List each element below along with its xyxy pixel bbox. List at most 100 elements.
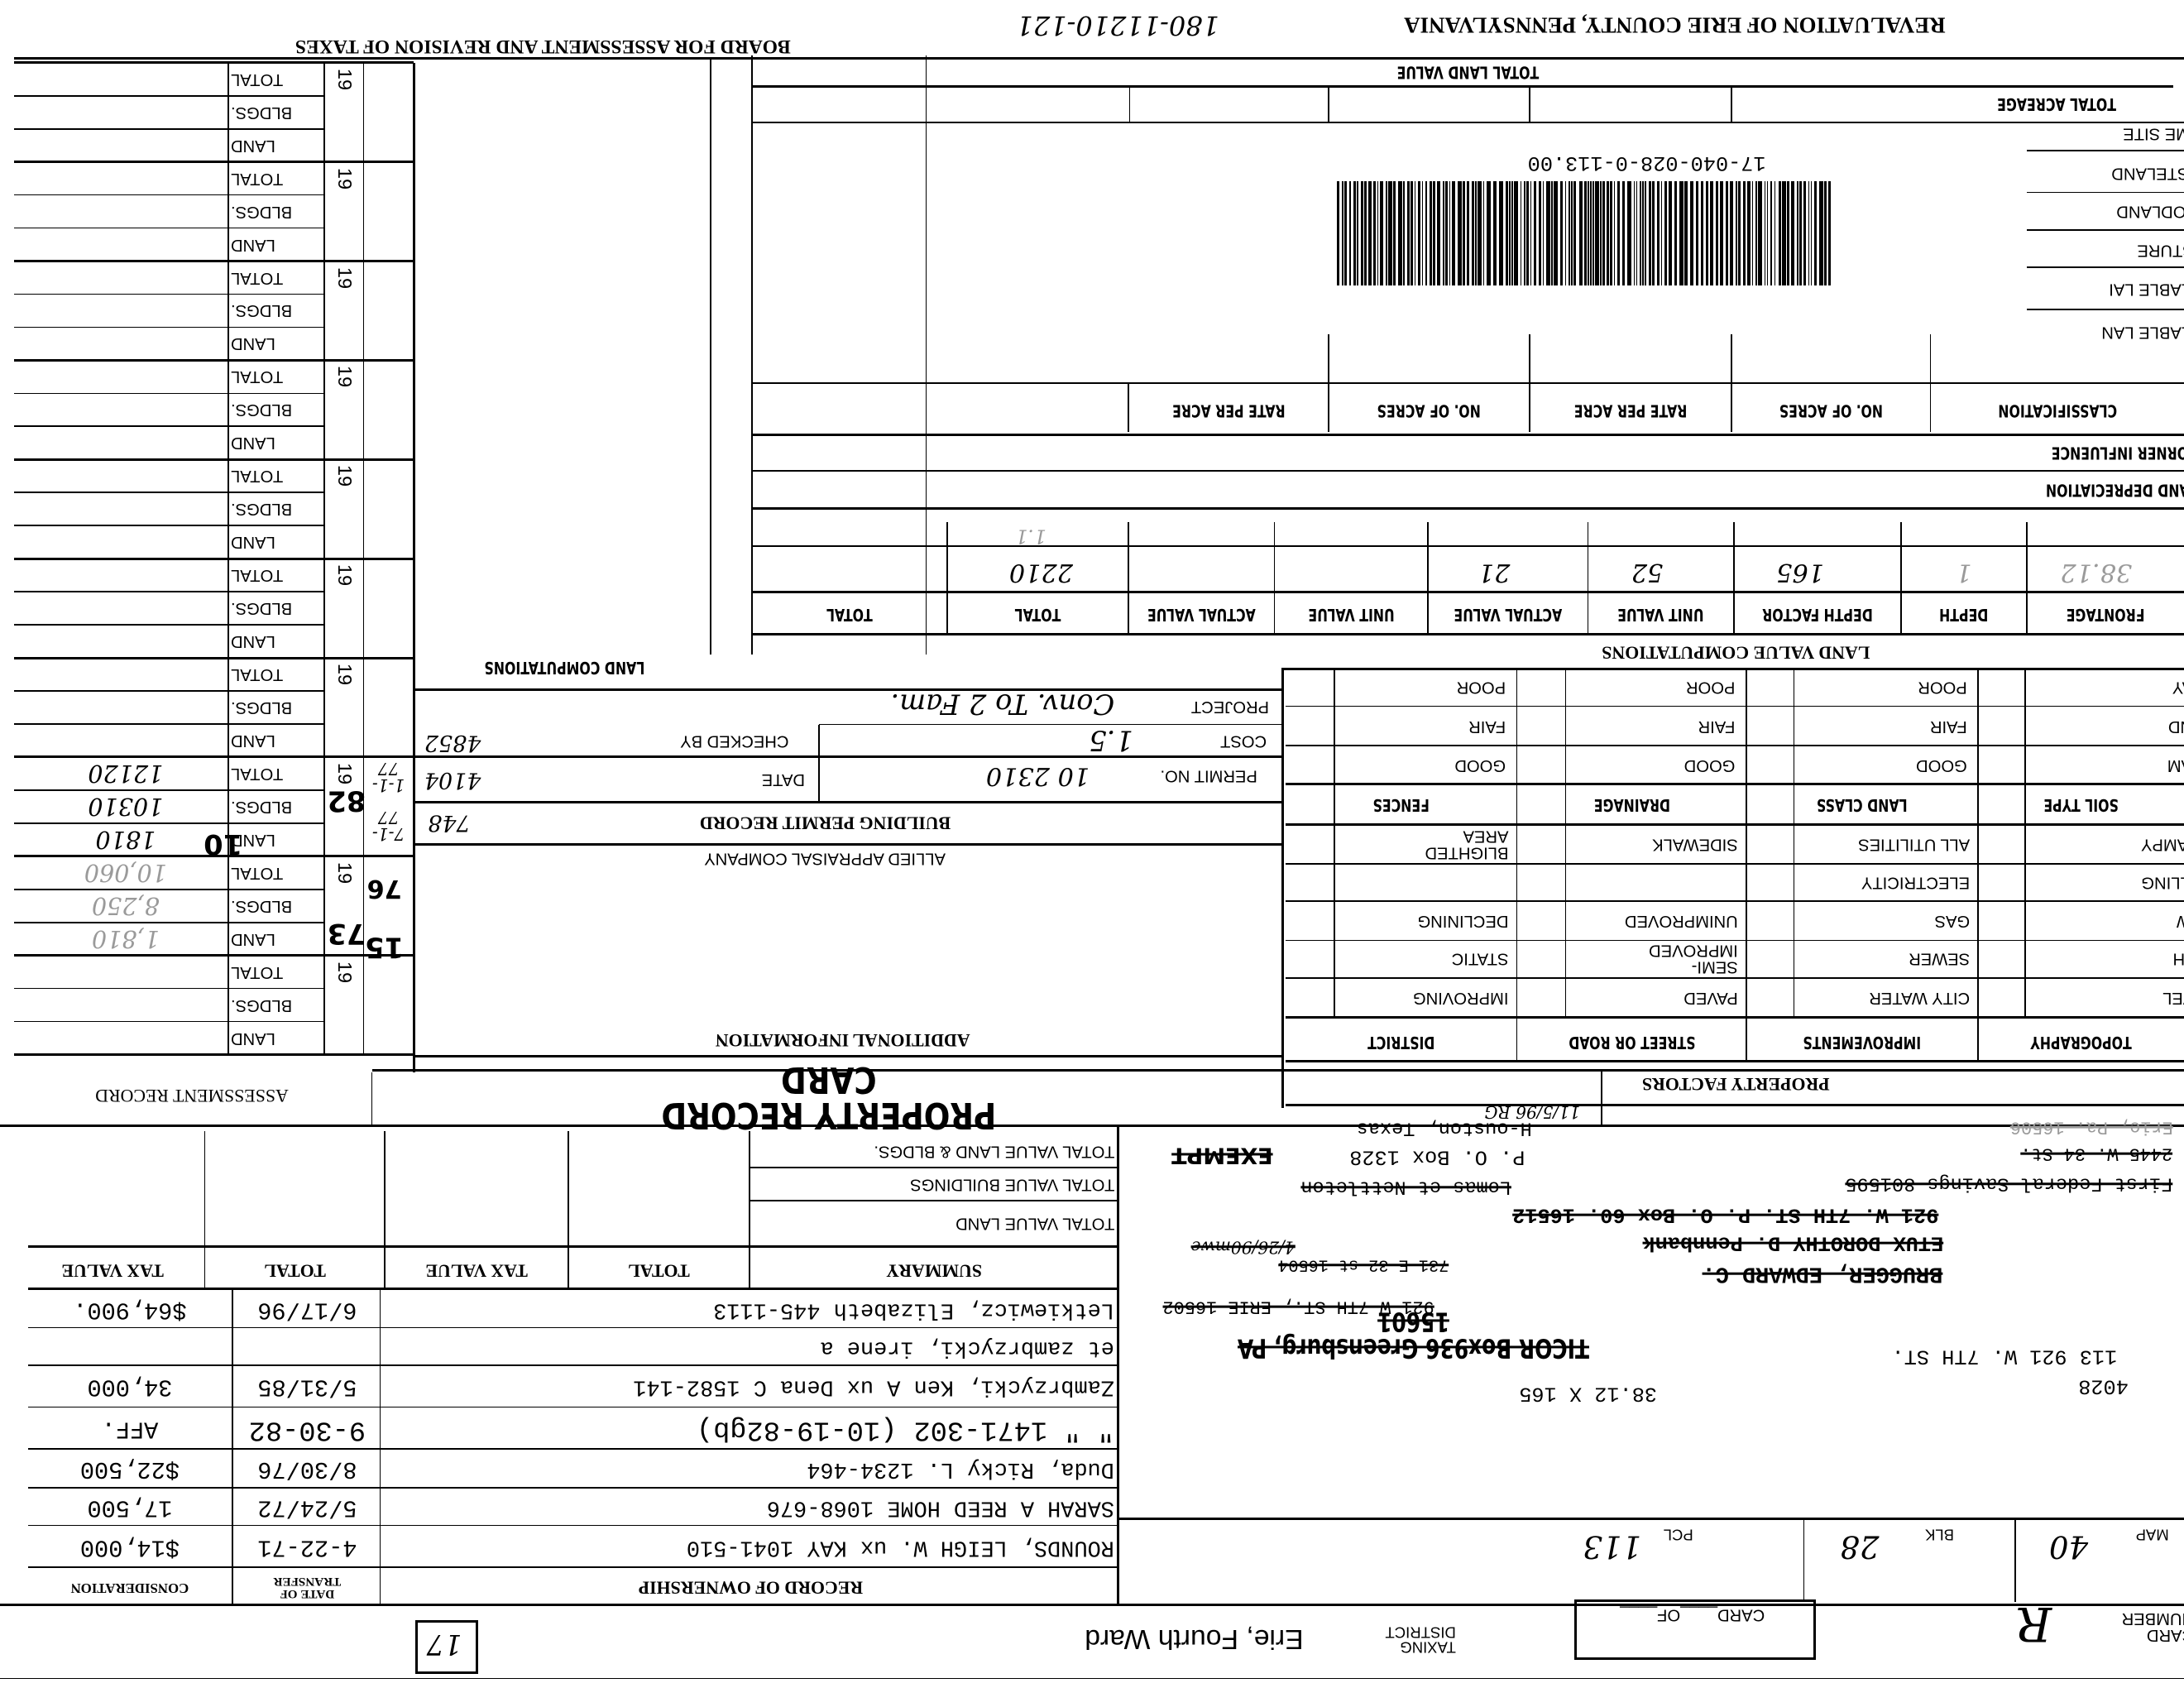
barcode-bar: [1449, 180, 1451, 286]
rule-line: [1587, 522, 1589, 635]
barcode-bar: [1627, 180, 1631, 286]
property-factor-header: DRAINAGE: [1542, 787, 1722, 823]
handwritten-parcel: 180-11210-121: [947, 4, 1289, 46]
rule-line: [1328, 86, 1330, 123]
rule-line: [323, 62, 326, 1055]
rule-line: [13, 458, 414, 461]
county-title-text: REVALUATION OF ERIE COUNTY, PENNSYLVANIA: [1404, 12, 1946, 38]
assessment-year-text: 19: [333, 68, 356, 90]
barcode-bar: [1633, 180, 1636, 286]
barcode-bar: [1554, 180, 1558, 286]
barcode-bar: [1706, 180, 1709, 286]
rating-option-text: GOOD: [1684, 755, 1736, 774]
barcode-bar: [1701, 180, 1704, 286]
assessment-label-total-text: TOTAL: [231, 169, 284, 188]
assessment-label-total: TOTAL: [231, 360, 323, 393]
total-acreage-label-text: TOTAL ACREAGE: [1997, 94, 2116, 115]
ownership-consideration-text: $64,900.: [72, 1296, 187, 1324]
summary-header-text: TOTAL: [628, 1260, 690, 1281]
ownership-date: 9-30-82: [234, 1407, 381, 1450]
assessment-label-total: TOTAL: [231, 559, 323, 592]
barcode-number-text: 17-040-028-0-113.00: [1527, 151, 1766, 175]
land-use-label-text: WASTELAND: [2111, 164, 2184, 183]
rule-line: [1127, 383, 1129, 432]
margin-note-text: 7-1-77: [372, 807, 405, 844]
rule-line: [1286, 939, 2184, 942]
assessment-value-bldgs: [28, 96, 223, 129]
actual-value-text: 21: [1478, 557, 1511, 587]
actual-value: 21: [1442, 552, 1546, 591]
owner-info-line-text: 921 W. 7TH ST. P. O. Box 60. 16512: [1512, 1202, 1939, 1227]
rule-line: [13, 326, 325, 328]
district-option-text: STATIC: [1451, 950, 1509, 969]
pcl-value: 113: [1567, 1526, 1657, 1568]
permit-no-value-text: 10 2310: [985, 760, 1090, 790]
ownership-consideration-text: 17,500: [87, 1494, 173, 1522]
rule-line: [1286, 1103, 2184, 1106]
barcode-bar: [1443, 180, 1444, 286]
summary-label: TOTAL VALUE LAND: [759, 1201, 1114, 1247]
rating-option: FAIR: [1565, 707, 1736, 746]
rule-line: [749, 1200, 1118, 1202]
assessment-value-land: [28, 228, 223, 261]
improvement-option: CITY WATER: [1794, 978, 1970, 1017]
date-value: 4104: [418, 762, 487, 797]
rating-option-text: POOR: [1917, 678, 1967, 697]
barcode-bar: [1679, 180, 1684, 286]
total-acreage-label: TOTAL ACREAGE: [1957, 86, 2156, 122]
assessment-value-bldgs-text: 10310: [88, 793, 164, 822]
total-value-text: 2210: [1008, 557, 1074, 587]
barcode-bar: [1660, 180, 1663, 286]
blk-value: 28: [1811, 1526, 1909, 1568]
street-option: [1565, 864, 1738, 901]
barcode-bar: [1367, 180, 1372, 286]
improvement-option: GAS: [1794, 901, 1970, 940]
rule-line: [204, 1131, 206, 1289]
rule-line: [1286, 823, 2184, 827]
card-of-box: [1573, 1599, 1816, 1661]
building-permit-note-text: 748: [428, 809, 471, 836]
property-factor-header: LAND CLASS: [1772, 787, 1952, 823]
assessment-label-total-text: TOTAL: [231, 268, 284, 287]
rating-option: GOOD: [1565, 746, 1736, 784]
rating-option: POOR: [1565, 669, 1735, 706]
ownership-consideration: 34,000: [28, 1365, 232, 1407]
rule-line: [2025, 522, 2028, 635]
rating-option: GOOD: [1794, 746, 1967, 784]
ownership-name: ROUNDS, LEIGH W. ux KAY 1041-510: [387, 1526, 1114, 1568]
barcode-bar: [1539, 180, 1542, 286]
barcode-bar: [1636, 180, 1638, 286]
assessment-year-text: 19: [333, 167, 356, 189]
rule-line: [709, 58, 711, 655]
summary-label-text: TOTAL VALUE BUILDINGS: [909, 1175, 1114, 1194]
county-title: REVALUATION OF ERIE COUNTY, PENNSYLVANIA: [1302, 8, 2048, 41]
ownership-name-text: ROUNDS, LEIGH W. ux KAY 1041-510: [686, 1534, 1114, 1560]
barcode-bar: [1364, 180, 1367, 286]
rule-line: [752, 381, 2184, 385]
rule-line: [2026, 308, 2184, 310]
barcode-bar: [1814, 180, 1818, 286]
corner-influence-label: CORNER INFLUENCE: [1980, 436, 2184, 469]
year-stamp-text: 82: [327, 784, 366, 818]
rule-line: [1281, 669, 1285, 1108]
assessment-value-total: [28, 658, 223, 691]
barcode-bar: [1803, 180, 1806, 286]
property-factors-title: PROPERTY FACTORS: [1288, 1064, 2184, 1103]
barcode-bar: [1534, 180, 1537, 286]
assessment-value-total: [28, 162, 223, 195]
rule-line: [13, 954, 414, 957]
barcode-bar: [1511, 180, 1513, 286]
map-label-text: MAP: [2135, 1526, 2169, 1544]
assessment-record-title-text: ASSESSMENT RECORD: [94, 1086, 289, 1106]
rule-line: [752, 632, 2184, 635]
lot-size: 38.12 X 165: [1477, 1379, 1699, 1407]
assessment-value-total: [28, 360, 223, 393]
ownership-consideration: $22,500: [28, 1449, 232, 1488]
rating-option-text: FAIR: [1468, 717, 1506, 736]
year-stamp-text: 73: [327, 917, 366, 950]
assessment-value-bldgs-text: 8,250: [91, 892, 160, 921]
owner-info-line-text: 4/26/90mwe: [1190, 1237, 1296, 1258]
barcode-bar: [1696, 180, 1699, 286]
assessment-label-total: TOTAL: [231, 757, 323, 790]
rule-line: [2026, 266, 2184, 269]
